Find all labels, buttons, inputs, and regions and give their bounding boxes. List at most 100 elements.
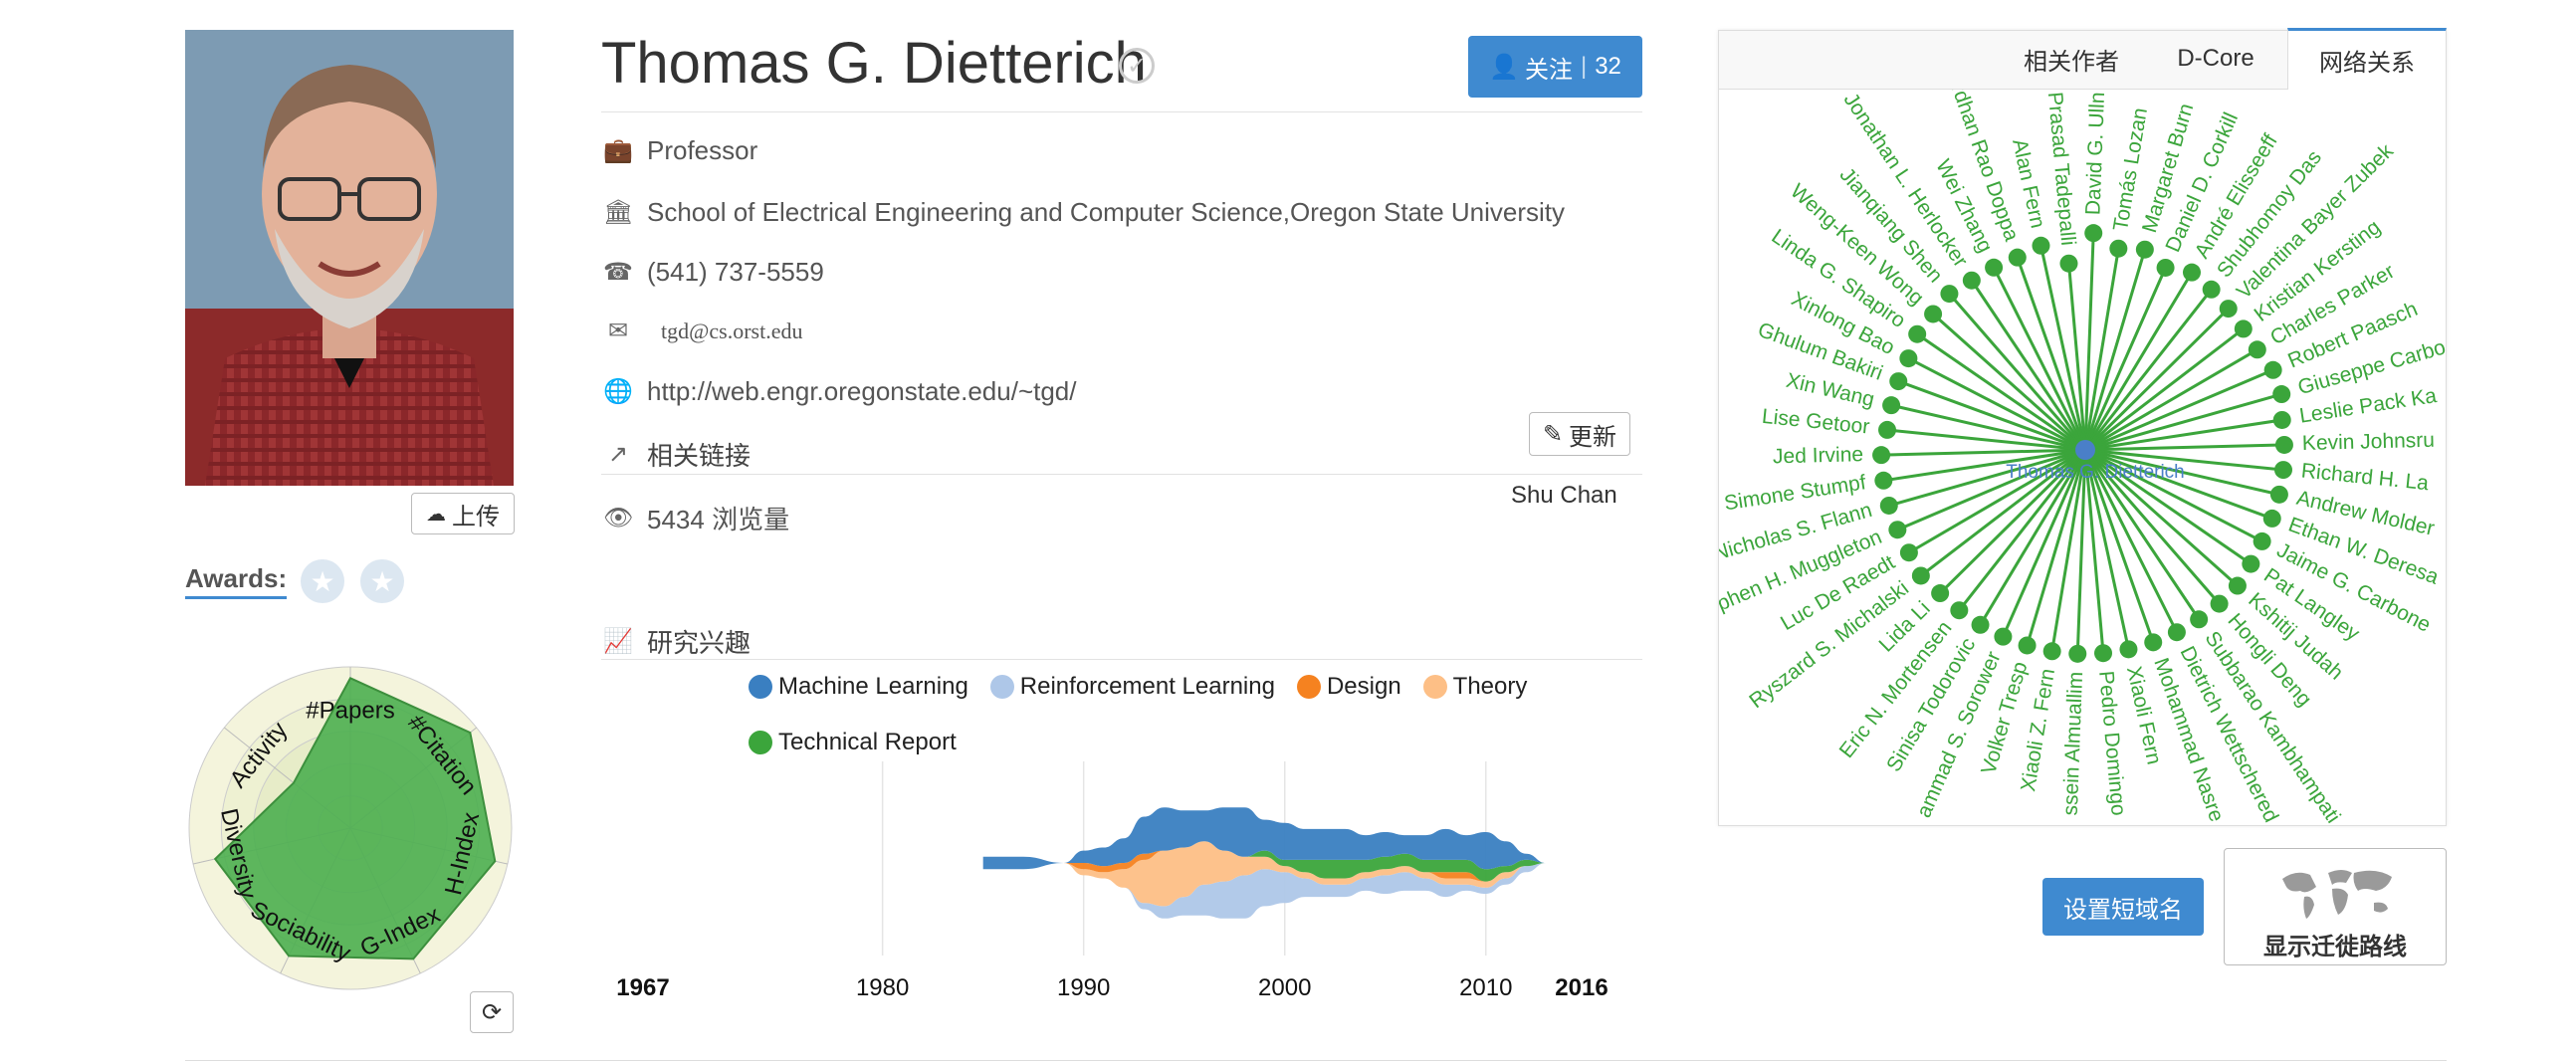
network-node[interactable] [2190, 610, 2209, 629]
network-node[interactable] [1924, 305, 1943, 323]
network-node[interactable] [2167, 623, 2186, 642]
network-node[interactable] [1879, 496, 1898, 515]
stream-layer [982, 863, 1547, 919]
legend-item[interactable]: Technical Report [749, 729, 957, 756]
refresh-button[interactable]: ⟳ [470, 991, 514, 1033]
follow-count: 32 [1595, 53, 1621, 80]
network-node[interactable] [2248, 340, 2266, 359]
network-edge [1958, 449, 2087, 612]
network-node-label[interactable]: Jed Irvine [1773, 443, 1864, 468]
network-node[interactable] [2273, 461, 2292, 480]
migration-button[interactable]: 显示迁徙路线 [2224, 848, 2447, 965]
network-node[interactable] [1878, 420, 1897, 439]
network-node[interactable] [2059, 254, 2078, 273]
network-edge [1939, 448, 2087, 595]
links-author[interactable]: Shu Chan [1511, 482, 1617, 509]
award-badge-icon[interactable]: ★ [360, 559, 404, 603]
network-node[interactable] [2183, 263, 2202, 282]
phone-row: ☎ (541) 737-5559 [603, 257, 824, 288]
network-node[interactable] [2253, 532, 2271, 550]
network-node[interactable] [1882, 396, 1901, 415]
network-node[interactable] [2272, 385, 2291, 404]
legend-label: Reinforcement Learning [1019, 673, 1275, 700]
network-node-label[interactable]: Richard H. La [2300, 459, 2430, 495]
views-text: 5434 浏览量 [647, 505, 790, 534]
network-node[interactable] [1872, 446, 1891, 465]
network-node[interactable] [2144, 633, 2163, 652]
network-node[interactable] [1962, 271, 1981, 290]
add-user-icon: 👤 [1489, 53, 1519, 81]
award-badge-icon[interactable]: ★ [301, 559, 344, 603]
network-node-label[interactable]: Kevin Johnsru [2302, 429, 2436, 455]
network-edge [2083, 449, 2155, 643]
network-node[interactable] [2084, 224, 2103, 243]
network-node[interactable] [2042, 642, 2061, 661]
network-node[interactable] [1899, 349, 1918, 368]
title-row: 💼 Professor [603, 135, 757, 166]
network-node[interactable] [2094, 644, 2113, 663]
network-node-label[interactable]: Pedro Domingo [2094, 670, 2130, 816]
network-node[interactable] [1889, 372, 1908, 391]
email-text[interactable]: tgd@cs.orst.edu [661, 318, 803, 343]
network-node[interactable] [1994, 627, 2013, 646]
network-node[interactable] [1908, 324, 1927, 343]
network-node[interactable] [2262, 509, 2281, 528]
network-node[interactable] [1950, 601, 1969, 620]
network-node[interactable] [1874, 471, 1893, 490]
network-edge [2084, 448, 2239, 587]
tab-network[interactable]: 网络关系 [2287, 28, 2447, 90]
network-edge [2083, 449, 2221, 605]
network-node-label[interactable]: Lise Getoor [1761, 405, 1870, 439]
legend-item[interactable]: Design [1296, 673, 1401, 701]
network-node[interactable] [2032, 236, 2050, 255]
network-node[interactable] [2018, 636, 2037, 655]
legend-item[interactable]: Theory [1422, 673, 1527, 701]
network-edge [1948, 293, 2087, 451]
network-node[interactable] [2202, 280, 2221, 299]
network-node[interactable] [2274, 435, 2293, 454]
update-button[interactable]: ✎ 更新 [1529, 412, 1630, 456]
network-edge [1888, 448, 2086, 508]
tab-related-authors[interactable]: 相关作者 [2024, 48, 2119, 76]
legend-item[interactable]: Reinforcement Learning [989, 673, 1275, 701]
network-node[interactable] [2263, 360, 2282, 379]
network-node[interactable] [2269, 485, 2288, 504]
network-edge [2084, 347, 2258, 452]
set-short-domain-button[interactable]: 设置短域名 [2042, 878, 2204, 936]
network-node[interactable] [1911, 566, 1930, 585]
network-node[interactable] [1888, 521, 1907, 539]
network-node[interactable] [2156, 258, 2175, 277]
stream-layer [982, 807, 1547, 870]
network-node[interactable] [2109, 239, 2128, 258]
network-edge [2084, 368, 2274, 452]
globe-icon: 🌐 [603, 378, 633, 405]
network-node[interactable] [2135, 240, 2154, 259]
network-node[interactable] [2228, 576, 2247, 595]
network-node[interactable] [2242, 554, 2260, 573]
network-center-node[interactable] [2075, 440, 2095, 460]
network-node-label[interactable]: ssein Almuallim [2059, 671, 2087, 815]
network-node[interactable] [2008, 248, 2027, 267]
network-node[interactable] [2068, 644, 2087, 663]
network-edge [2084, 443, 2284, 452]
network-node[interactable] [2210, 594, 2229, 613]
follow-button[interactable]: 👤 关注 | 32 [1468, 36, 1642, 98]
network-node[interactable] [1985, 258, 2004, 277]
network-edge [2083, 307, 2230, 452]
network-edge [1908, 448, 2086, 554]
network-node[interactable] [2119, 640, 2138, 659]
homepage-link[interactable]: http://web.engr.oregonstate.edu/~tgd/ [647, 376, 1077, 406]
network-node-label[interactable]: David G. Ulln [2081, 92, 2109, 215]
external-link-icon: ↗ [607, 441, 629, 468]
network-node[interactable] [1940, 285, 1959, 304]
tab-d-core[interactable]: D-Core [2177, 45, 2254, 72]
network-node[interactable] [1899, 543, 1918, 562]
network-edge [1919, 448, 2086, 577]
network-node[interactable] [2272, 410, 2291, 429]
network-node[interactable] [2219, 300, 2238, 319]
legend-item[interactable]: Machine Learning [749, 673, 968, 701]
network-node[interactable] [2234, 319, 2253, 338]
network-node[interactable] [1971, 615, 1990, 634]
upload-button[interactable]: ☁ 上传 [411, 493, 515, 534]
network-node[interactable] [1931, 584, 1950, 603]
